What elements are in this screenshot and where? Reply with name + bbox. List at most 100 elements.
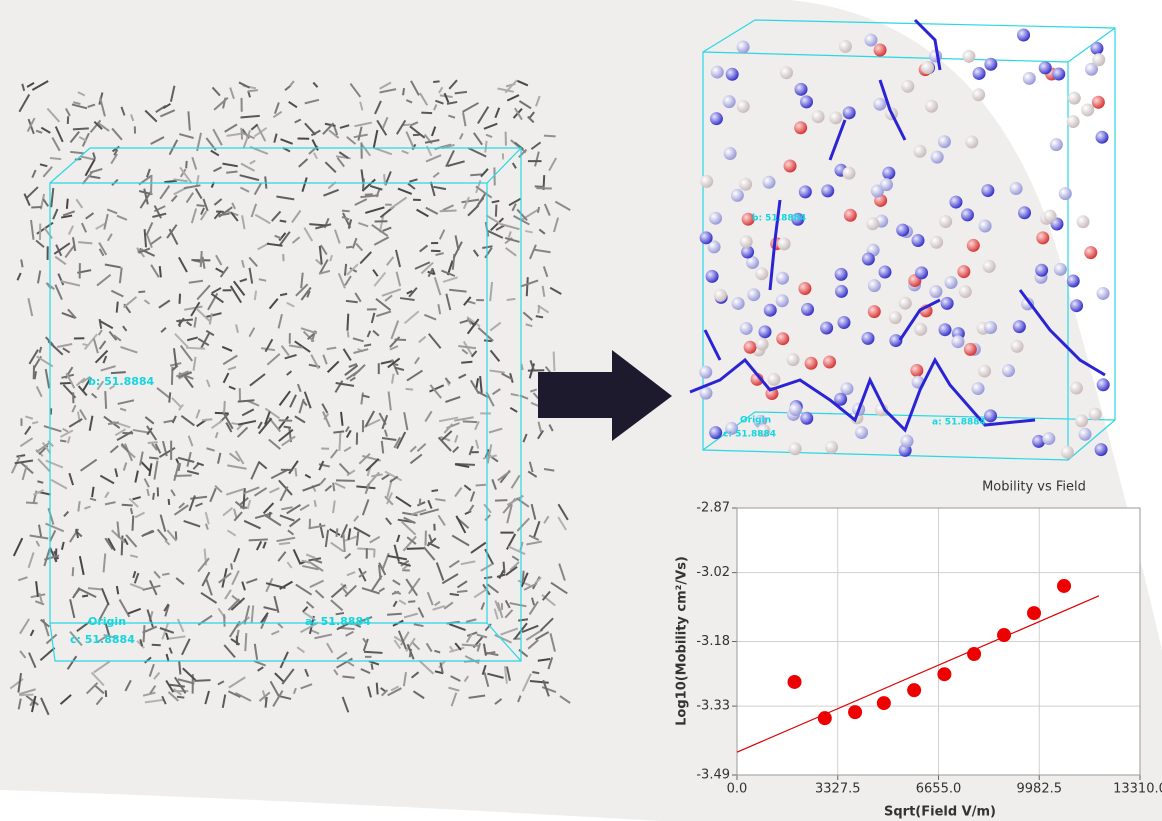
bond — [348, 331, 349, 337]
particle — [778, 237, 791, 250]
particle — [1042, 432, 1055, 445]
bond — [145, 229, 146, 247]
bond — [149, 458, 158, 459]
particle — [1075, 414, 1088, 427]
particle — [812, 110, 825, 123]
bond — [50, 158, 61, 159]
data-point — [967, 647, 981, 661]
particle — [737, 100, 750, 113]
bond — [111, 372, 126, 373]
bond — [485, 141, 486, 153]
box-label: Origin — [740, 416, 771, 426]
page: b: 51.8884 Origin c: 51.8884 a: 51.8884 … — [0, 0, 1162, 821]
data-point — [937, 667, 951, 681]
particle — [930, 236, 943, 249]
box-label: b: 51.8884 — [88, 375, 155, 388]
box-label: c: 51.8884 — [70, 633, 135, 646]
particle — [1092, 96, 1105, 109]
particle — [1096, 131, 1109, 144]
bond — [364, 652, 383, 653]
particle — [873, 98, 886, 111]
particle — [1068, 92, 1081, 105]
particle — [801, 303, 814, 316]
particle — [764, 304, 777, 317]
data-point — [907, 683, 921, 697]
particle — [1052, 68, 1065, 81]
particle — [864, 34, 877, 47]
bond — [226, 171, 237, 172]
particle — [882, 167, 895, 180]
particle — [939, 215, 952, 228]
bond — [364, 345, 371, 346]
particle — [1035, 264, 1048, 277]
particle — [839, 40, 852, 53]
box-label: a: 51.8884 — [305, 615, 371, 628]
particle — [740, 235, 753, 248]
bond — [421, 113, 432, 114]
bond — [518, 619, 528, 620]
particle — [758, 325, 771, 338]
bond — [343, 534, 344, 552]
particle — [984, 409, 997, 422]
particle — [787, 353, 800, 366]
chart-title: Mobility vs Field — [982, 480, 1086, 495]
particle — [1018, 206, 1031, 219]
particle — [1070, 299, 1083, 312]
particle — [910, 364, 923, 377]
bond — [19, 695, 33, 696]
particle — [967, 239, 980, 252]
bond — [507, 299, 516, 300]
particle — [921, 61, 934, 74]
particle — [1067, 274, 1080, 287]
particle — [763, 176, 776, 189]
y-tick-label: -2.87 — [696, 501, 730, 516]
particle — [767, 373, 780, 386]
particle — [964, 343, 977, 356]
particle — [789, 442, 802, 455]
particle — [844, 209, 857, 222]
bond — [266, 697, 267, 708]
bond — [406, 389, 414, 390]
bond — [345, 264, 346, 276]
particle — [737, 41, 750, 54]
bond — [138, 291, 145, 292]
bond — [461, 362, 472, 363]
bond — [450, 594, 459, 595]
particle — [896, 224, 909, 237]
particle — [835, 268, 848, 281]
particle — [1070, 382, 1083, 395]
particle — [984, 58, 997, 71]
bond — [372, 664, 373, 670]
particle — [1081, 103, 1094, 116]
bond — [527, 277, 528, 296]
bond — [462, 645, 479, 646]
bond — [433, 81, 439, 82]
bond — [78, 242, 92, 243]
particle — [700, 231, 713, 244]
particle — [901, 435, 914, 448]
bond — [333, 483, 334, 492]
particle — [874, 43, 887, 56]
particle — [706, 270, 719, 283]
bond — [408, 601, 415, 602]
particle — [951, 335, 964, 348]
bond — [231, 563, 232, 569]
bond — [342, 677, 354, 678]
particle — [1010, 182, 1023, 195]
bond — [347, 314, 348, 331]
x-tick-label: 0.0 — [727, 782, 748, 797]
bond — [476, 485, 486, 486]
bond — [420, 499, 421, 505]
particle — [961, 208, 974, 221]
bond — [535, 186, 545, 187]
particle — [979, 219, 992, 232]
particle — [938, 135, 951, 148]
bond — [215, 413, 229, 414]
chart: Mobility vs Field-2.87-3.02-3.18-3.33-3.… — [675, 480, 1162, 820]
particle — [914, 323, 927, 336]
particle — [789, 403, 802, 416]
particle — [962, 50, 975, 63]
particle — [1017, 29, 1030, 42]
bond — [67, 199, 68, 209]
y-tick-label: -3.33 — [696, 699, 730, 714]
